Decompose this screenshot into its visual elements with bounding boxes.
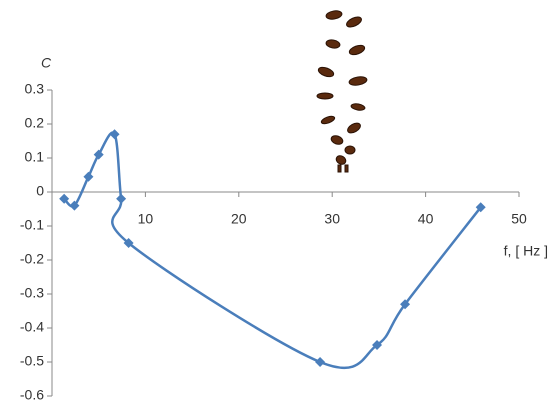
page: {"chart_data": {"type": "line", "y_label… <box>0 0 557 403</box>
marker <box>116 194 126 204</box>
marker <box>94 150 104 160</box>
line <box>64 133 481 368</box>
y-tick-label: -0.3 <box>20 285 44 301</box>
y-tick-label: 0 <box>36 183 44 199</box>
x-tick-label: 20 <box>231 211 247 227</box>
marker <box>83 172 93 182</box>
x-axis-label: f, [ Hz ] <box>504 243 548 259</box>
y-tick-label: 0.2 <box>25 115 45 131</box>
y-tick-label: -0.5 <box>20 353 44 369</box>
marker <box>315 357 325 367</box>
y-tick-label: -0.6 <box>20 387 44 403</box>
x-tick-label: 40 <box>418 211 434 227</box>
y-tick-label: -0.2 <box>20 251 44 267</box>
y-tick-label: -0.4 <box>20 319 44 335</box>
y-tick-label: 0.1 <box>25 149 45 165</box>
x-tick-label: 30 <box>324 211 340 227</box>
x-tick-label: 10 <box>138 211 154 227</box>
chart: C f, [ Hz ] 0.3 0.2 0.1 0 -0.1 -0.2 -0.3 -0.4 -0… <box>0 0 557 403</box>
marker <box>110 129 120 139</box>
x-tick-label: 50 <box>511 211 527 227</box>
y-tick-label: -0.1 <box>20 217 44 233</box>
y-axis-label: C <box>41 55 52 71</box>
y-tick-label: 0.3 <box>25 81 45 97</box>
seed-photo <box>317 10 368 172</box>
